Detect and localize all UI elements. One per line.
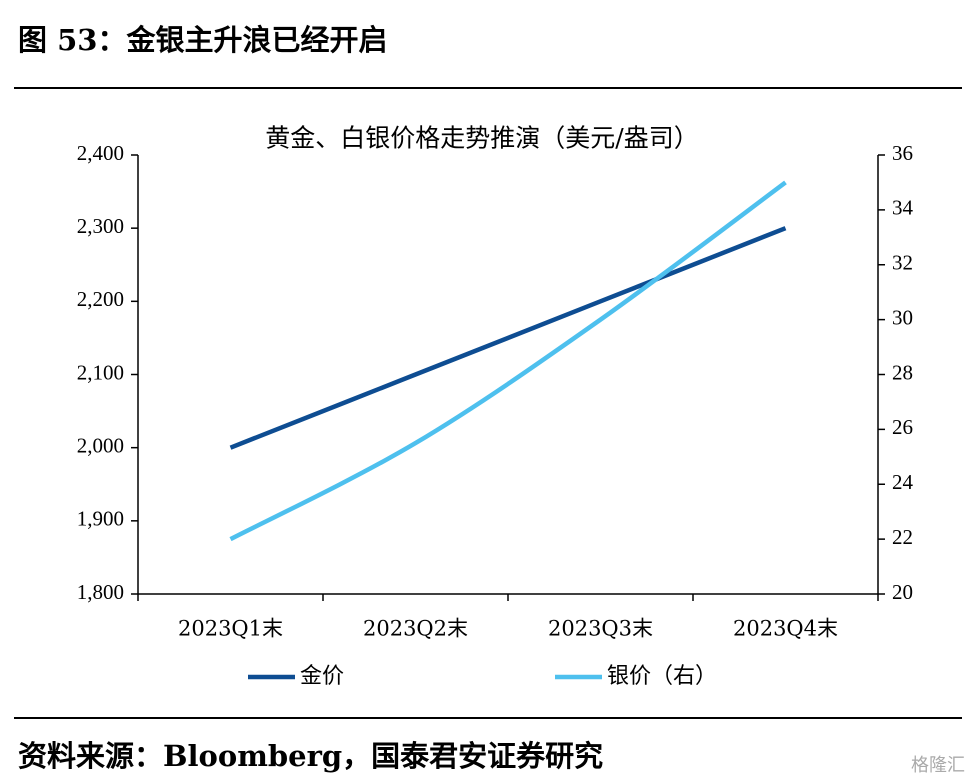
y2-tick-label: 28 bbox=[892, 360, 913, 384]
x-tick-label: 2023Q4末 bbox=[733, 617, 838, 641]
y-tick-label: 1,800 bbox=[77, 580, 124, 604]
legend-label: 金价 bbox=[300, 664, 344, 689]
series-line bbox=[229, 226, 787, 450]
y2-tick-label: 26 bbox=[892, 415, 913, 439]
y2-tick-label: 36 bbox=[892, 141, 913, 165]
y2-tick-label: 34 bbox=[892, 196, 914, 220]
series-line bbox=[229, 180, 787, 542]
x-tick-label: 2023Q3末 bbox=[548, 617, 653, 641]
y-tick-label: 2,100 bbox=[77, 360, 124, 384]
x-tick-label: 2023Q2末 bbox=[363, 617, 468, 641]
figure-title: 图 53：金银主升浪已经开启 bbox=[18, 23, 387, 57]
watermark: 格隆汇 bbox=[911, 755, 965, 776]
y-tick-label: 2,200 bbox=[77, 287, 124, 311]
x-tick-label: 2023Q1末 bbox=[178, 617, 283, 641]
y2-tick-label: 32 bbox=[892, 251, 913, 275]
y2-tick-label: 30 bbox=[892, 305, 913, 329]
y2-tick-label: 22 bbox=[892, 525, 913, 549]
y-tick-label: 2,300 bbox=[77, 214, 124, 238]
y2-tick-label: 24 bbox=[892, 470, 914, 494]
y-tick-label: 2,000 bbox=[77, 433, 124, 457]
source: 资料来源：Bloomberg，国泰君安证券研究 bbox=[18, 739, 603, 773]
y2-tick-label: 20 bbox=[892, 580, 913, 604]
chart-title: 黄金、白银价格走势推演（美元/盎司） bbox=[265, 124, 698, 153]
y-tick-label: 2,400 bbox=[77, 141, 124, 165]
legend-label: 银价（右） bbox=[607, 664, 717, 689]
y-tick-label: 1,900 bbox=[77, 507, 124, 531]
